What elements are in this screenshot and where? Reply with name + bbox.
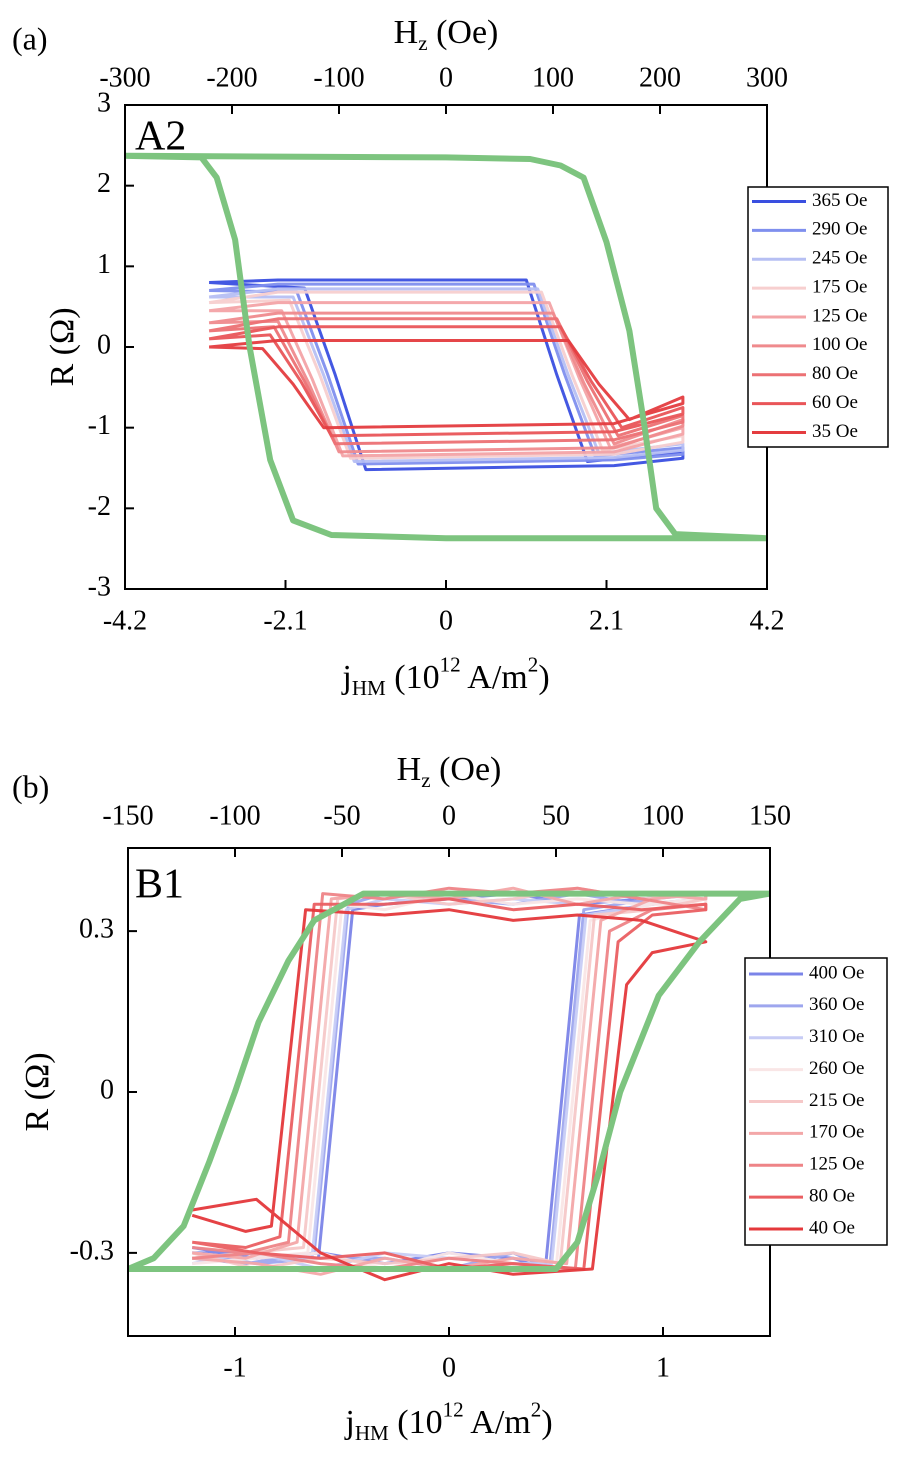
legend-label: 365 Oe xyxy=(812,190,867,211)
y-axis-label: R (Ω) xyxy=(19,1052,56,1131)
x-tick-label: -4.2 xyxy=(103,605,147,636)
y-axis-label: R (Ω) xyxy=(44,307,81,386)
plot-area xyxy=(128,886,770,1282)
top-tick-label: -100 xyxy=(313,62,364,93)
series-line xyxy=(208,301,685,458)
legend-label: 35 Oe xyxy=(812,421,858,442)
x-axis-label: jHM (1012 A/m2) xyxy=(341,652,549,700)
legend-label: 215 Oe xyxy=(809,1090,864,1111)
y-tick-label: 0.3 xyxy=(79,914,114,945)
series-line xyxy=(208,339,685,430)
legend-label: 170 Oe xyxy=(809,1122,864,1143)
legend-label: 310 Oe xyxy=(809,1026,864,1047)
legend-label: 40 Oe xyxy=(809,1217,855,1238)
x-axis-label-part: 2 xyxy=(531,1397,542,1421)
x-tick-label: 0 xyxy=(442,1352,456,1383)
top-axis-label: Hz (Oe) xyxy=(394,14,499,55)
inset-label: A2 xyxy=(135,114,186,160)
x-axis-label: jHM (1012 A/m2) xyxy=(344,1397,552,1445)
legend-label: 80 Oe xyxy=(809,1186,855,1207)
x-tick-label: 1 xyxy=(656,1352,670,1383)
y-tick-label: 3 xyxy=(97,87,111,118)
top-tick-label: -100 xyxy=(209,800,260,831)
x-axis-label-part: (10 xyxy=(389,1404,443,1441)
legend-label: 100 Oe xyxy=(812,334,867,355)
top-tick-label: -200 xyxy=(206,62,257,93)
series-line xyxy=(208,290,685,460)
legend-label: 80 Oe xyxy=(812,363,858,384)
top-axis-label-part: (Oe) xyxy=(428,14,499,51)
legend-label: 260 Oe xyxy=(809,1058,864,1079)
legend-label: 290 Oe xyxy=(812,219,867,240)
x-axis-label-part: j xyxy=(341,659,351,696)
reference-line xyxy=(125,152,767,542)
x-axis-label-part: 2 xyxy=(528,652,539,676)
top-axis-label-part: H xyxy=(394,14,419,51)
legend-label: 125 Oe xyxy=(812,305,867,326)
y-tick-label: 1 xyxy=(97,249,111,280)
top-tick-label: 300 xyxy=(746,62,788,93)
series-line xyxy=(191,892,708,1271)
x-tick-label: 4.2 xyxy=(750,605,785,636)
legend-label: 245 Oe xyxy=(812,248,867,269)
top-axis-label-part: z xyxy=(421,768,430,792)
legend-label: 60 Oe xyxy=(812,392,858,413)
x-axis-label-part: j xyxy=(344,1404,354,1441)
legend-label: 360 Oe xyxy=(809,994,864,1015)
series-line xyxy=(208,287,685,463)
y-tick-label: -1 xyxy=(88,410,111,441)
top-tick-label: 0 xyxy=(442,800,456,831)
y-tick-label: 0 xyxy=(97,329,111,360)
x-axis-label-part: ) xyxy=(538,659,549,696)
x-tick-label: 2.1 xyxy=(589,605,624,636)
y-tick-label: -0.3 xyxy=(70,1235,114,1266)
y-tick-label: 2 xyxy=(97,168,111,199)
x-axis-label-part: HM xyxy=(352,676,386,700)
panel-label: (a) xyxy=(12,20,48,56)
top-tick-label: -50 xyxy=(323,800,360,831)
series-line xyxy=(191,897,708,1271)
y-tick-label: 0 xyxy=(100,1074,114,1105)
x-axis-label-part: A/m xyxy=(464,1404,531,1441)
series-line xyxy=(208,325,685,438)
y-tick-label: -2 xyxy=(88,491,111,522)
x-axis-label-part: 12 xyxy=(443,1397,464,1421)
series-line xyxy=(191,908,708,1282)
top-tick-label: 50 xyxy=(542,800,570,831)
series-line xyxy=(191,892,708,1271)
top-axis-label: Hz (Oe) xyxy=(397,751,502,792)
y-tick-label: -3 xyxy=(88,571,111,602)
top-tick-label: 100 xyxy=(642,800,684,831)
top-axis-label-part: (Oe) xyxy=(431,751,502,788)
x-axis-label-part: HM xyxy=(355,1421,389,1445)
plot-area xyxy=(125,152,767,542)
x-tick-label: 0 xyxy=(439,605,453,636)
inset-label: B1 xyxy=(135,862,184,908)
series-line xyxy=(192,886,708,1276)
top-axis-label-part: H xyxy=(397,751,422,788)
x-axis-label-part: A/m xyxy=(461,659,528,696)
legend-label: 400 Oe xyxy=(809,962,864,983)
top-tick-label: 150 xyxy=(749,800,791,831)
top-tick-label: 0 xyxy=(439,62,453,93)
top-tick-label: -300 xyxy=(99,62,150,93)
top-tick-label: -150 xyxy=(102,800,153,831)
x-tick-label: -2.1 xyxy=(263,605,307,636)
x-axis-label-part: 12 xyxy=(440,652,461,676)
x-axis-label-part: (10 xyxy=(386,659,440,696)
series-line xyxy=(191,892,708,1271)
legend-label: 175 Oe xyxy=(812,276,867,297)
series-line xyxy=(208,317,685,446)
series-line xyxy=(192,892,708,1271)
x-axis-label-part: ) xyxy=(541,1404,552,1441)
x-tick-label: -1 xyxy=(223,1352,246,1383)
panel-label: (b) xyxy=(12,768,49,804)
legend-label: 125 Oe xyxy=(809,1154,864,1175)
top-tick-label: 200 xyxy=(639,62,681,93)
top-axis-label-part: z xyxy=(418,31,427,55)
top-tick-label: 100 xyxy=(532,62,574,93)
reference-line xyxy=(128,890,770,1272)
